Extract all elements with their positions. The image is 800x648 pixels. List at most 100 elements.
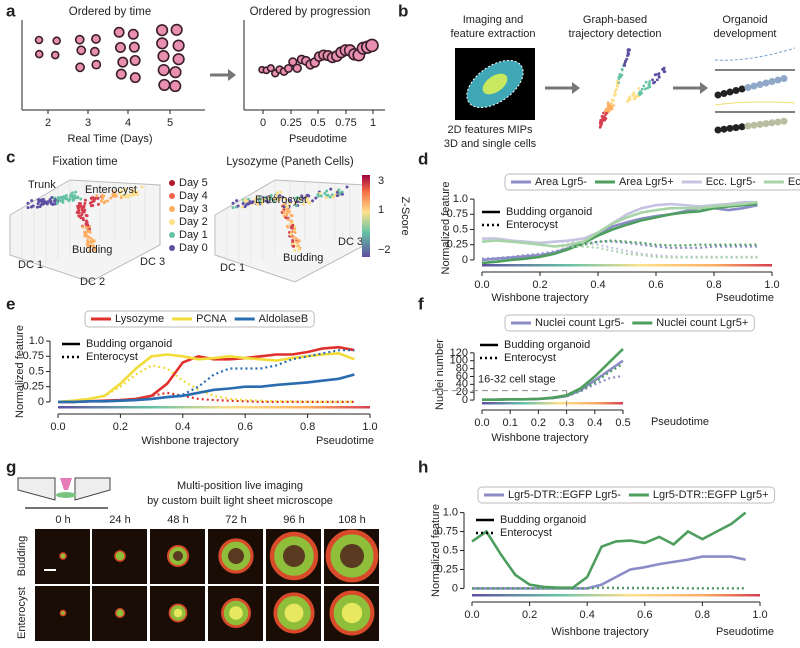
cell-point xyxy=(278,194,282,198)
organoid xyxy=(365,38,379,53)
legend-label: Area Lgr5- xyxy=(535,176,587,188)
x-tick-label: 0.0 xyxy=(50,421,65,433)
cell-point xyxy=(133,192,137,196)
trend-dot xyxy=(774,118,782,126)
trend-dot xyxy=(738,85,746,93)
x-tick-label: 0.4 xyxy=(590,279,605,291)
step-title: trajectory detection xyxy=(569,28,662,40)
colorbar-tick: 3 xyxy=(378,175,384,187)
axis-title: DC 3 xyxy=(140,256,165,268)
cell-point xyxy=(243,205,247,209)
caption: 3D and single cells xyxy=(444,138,537,150)
cell-point xyxy=(282,210,286,214)
cell-point xyxy=(85,226,89,230)
organoid xyxy=(157,50,170,63)
cell-point xyxy=(616,79,620,83)
organoid xyxy=(76,45,87,56)
organoid xyxy=(34,35,44,45)
x-tick-label: 0.6 xyxy=(648,279,663,291)
cell-point xyxy=(77,210,81,214)
cell-point xyxy=(633,97,637,101)
cell-point xyxy=(74,190,78,194)
cell-point xyxy=(335,190,339,194)
cell-point xyxy=(284,216,288,220)
cell-point xyxy=(291,235,295,239)
cell-point xyxy=(245,199,249,203)
cell-point xyxy=(86,235,90,239)
cell-point xyxy=(278,196,282,200)
y-tick-label: 0 xyxy=(452,582,458,594)
panel-label: d xyxy=(418,149,428,168)
series-line xyxy=(58,373,355,404)
cell-point xyxy=(340,190,344,194)
cell-point xyxy=(653,80,657,84)
cell-point xyxy=(132,188,136,192)
y-tick-label: 0.5 xyxy=(29,365,44,377)
x-tick-label: 0.0 xyxy=(474,279,489,291)
x-tick-label: 0.6 xyxy=(238,421,253,433)
y-axis-title: Nuclei number xyxy=(434,339,446,410)
x-tick-label: 0.0 xyxy=(464,609,479,621)
tick-label: 4 xyxy=(125,117,131,129)
cell-point xyxy=(103,200,107,204)
cell-point xyxy=(40,199,44,203)
trend-dot xyxy=(720,125,728,133)
x-axis-title: Wishbone trajectory xyxy=(551,626,649,638)
cell-point xyxy=(96,196,100,200)
cell-point xyxy=(92,246,96,250)
trend-dot xyxy=(762,120,770,128)
cell-point xyxy=(55,201,59,205)
sample xyxy=(56,492,76,498)
cell-point xyxy=(657,72,661,76)
cell-point xyxy=(657,75,661,79)
cell-point xyxy=(614,92,617,96)
x-axis-title: Wishbone trajectory xyxy=(491,432,589,444)
cell-point xyxy=(599,124,602,128)
legend-box xyxy=(504,314,755,332)
y-tick-label: 0.25 xyxy=(23,381,44,393)
cell-point xyxy=(286,205,290,209)
organoid xyxy=(155,24,169,37)
cell-point xyxy=(81,205,85,209)
x-tick-label: 0.1 xyxy=(503,417,518,429)
cell-point xyxy=(300,194,304,198)
annotation: Budding xyxy=(72,244,112,256)
cell-point xyxy=(345,185,349,189)
axis-title: DC 1 xyxy=(220,262,245,274)
cell-point xyxy=(283,202,287,206)
organoid xyxy=(158,78,171,92)
cell-point xyxy=(120,189,124,193)
colorbar-title: Z-Score xyxy=(399,196,411,235)
caption: 2D features MIPs xyxy=(448,124,533,136)
x-tick-label: 0.8 xyxy=(706,279,721,291)
trend-dot xyxy=(744,122,752,130)
cell-point xyxy=(289,233,293,237)
cell-point xyxy=(130,190,134,194)
cell-point xyxy=(623,62,626,66)
cell-point xyxy=(80,213,84,217)
caption: Multi-position live imaging xyxy=(177,480,303,492)
step-title: Organoid xyxy=(722,14,767,26)
cell-point xyxy=(296,196,300,200)
cell-point xyxy=(633,94,636,97)
organoid xyxy=(117,56,129,68)
legend-box xyxy=(84,310,315,328)
cell-point xyxy=(65,197,69,201)
panel-title: Fixation time xyxy=(52,156,117,168)
panel-title: Ordered by time xyxy=(69,6,151,18)
trend-dot xyxy=(714,91,722,99)
tick-label: 0.25 xyxy=(280,117,301,129)
cell-point xyxy=(644,87,647,91)
tick-label: 0.75 xyxy=(335,117,356,129)
organoid xyxy=(89,46,100,57)
cell-point xyxy=(284,197,288,201)
legend-box xyxy=(477,486,776,504)
cell-point xyxy=(70,191,74,195)
cell-point xyxy=(646,86,650,90)
y-tick-label: 0.75 xyxy=(447,208,468,220)
organoid xyxy=(114,41,126,53)
pseudotime-strip xyxy=(482,402,623,405)
cell-point xyxy=(84,230,88,234)
cell-point xyxy=(100,193,104,197)
cell-point xyxy=(294,244,298,248)
